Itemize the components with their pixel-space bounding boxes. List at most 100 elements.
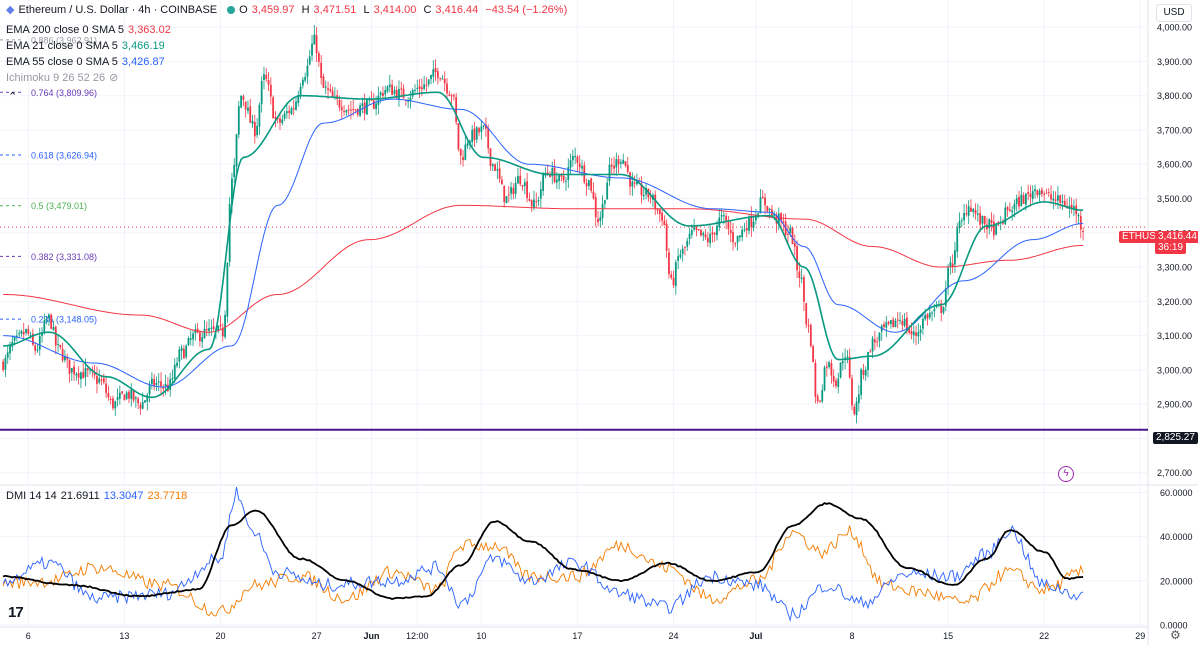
currency-selector[interactable]: USD xyxy=(1156,4,1192,22)
ema200-legend[interactable]: EMA 200 close 0 SMA 5 3,363.02 xyxy=(6,24,171,36)
candle-body xyxy=(585,183,588,187)
ema21-line xyxy=(3,91,1084,399)
candle-body xyxy=(317,53,320,62)
price-tick-label: 4,000.00 xyxy=(1157,23,1192,33)
candle-body xyxy=(574,156,577,158)
candle-body xyxy=(526,181,528,199)
price-tick-label: 2,900.00 xyxy=(1157,400,1192,410)
candle-body xyxy=(777,213,780,225)
candle-body xyxy=(626,164,629,172)
ema55-legend[interactable]: EMA 55 close 0 SMA 5 3,426.87 xyxy=(6,56,165,68)
candle-body xyxy=(848,356,851,378)
price-tick-label: 3,700.00 xyxy=(1157,125,1192,135)
candle-body xyxy=(688,233,691,240)
eye-hidden-icon[interactable]: ⊘ xyxy=(109,72,119,84)
price-axis: 4,000.00 3,900.00 3,800.00 3,700.00 3,600.00… xyxy=(1157,23,1193,631)
plus-di-value: 13.3047 xyxy=(103,490,144,502)
time-tick-label: 13 xyxy=(119,631,129,641)
candle-body xyxy=(208,328,210,332)
candle-body xyxy=(134,397,137,399)
candle-body xyxy=(66,357,69,360)
candle-body xyxy=(869,351,872,353)
candle-body xyxy=(226,262,229,317)
candle-body xyxy=(748,216,750,231)
candle-body xyxy=(1047,192,1050,194)
lightning-alert-icon[interactable]: ϟ xyxy=(1058,466,1074,482)
candle-body xyxy=(27,329,30,334)
candle-body xyxy=(269,84,272,97)
candle-body xyxy=(109,398,112,400)
candle-body xyxy=(473,128,476,141)
candle-body xyxy=(615,159,618,168)
candle-body xyxy=(299,86,302,95)
candle-body xyxy=(1079,215,1082,230)
candle-body xyxy=(496,169,499,171)
candle-body xyxy=(514,182,517,194)
candle-body xyxy=(13,336,16,341)
candle-body xyxy=(102,378,105,383)
support-price-tag: 2,825.27 xyxy=(1153,432,1198,444)
candle-body xyxy=(494,164,496,171)
candle-body xyxy=(851,378,853,406)
candle-body xyxy=(681,248,684,254)
candle-body xyxy=(116,397,119,400)
collapse-legend-icon[interactable]: ⌃ xyxy=(8,91,18,103)
candle-body xyxy=(841,361,844,364)
candle-body xyxy=(176,362,178,366)
candle-body xyxy=(331,90,334,98)
settings-gear-icon[interactable]: ⚙ xyxy=(1170,628,1181,642)
candle-body xyxy=(670,274,673,278)
candle-body xyxy=(1036,190,1039,196)
candle-body xyxy=(949,262,952,267)
candle-body xyxy=(706,237,709,243)
candle-body xyxy=(144,400,146,403)
candle-body xyxy=(812,346,814,363)
candle-body xyxy=(411,90,414,97)
ema200-line xyxy=(3,204,1084,333)
candle-body xyxy=(61,348,64,361)
candle-body xyxy=(768,208,771,211)
candle-body xyxy=(393,90,396,94)
candle-body xyxy=(251,120,254,124)
candle-body xyxy=(944,288,947,307)
ichimoku-legend[interactable]: Ichimoku 9 26 52 26 ⊘ xyxy=(6,72,119,84)
candle-body xyxy=(919,329,922,333)
candle-body xyxy=(407,100,410,102)
candle-body xyxy=(597,218,599,223)
dmi-legend[interactable]: DMI 14 14 21.6911 13.3047 23.7718 xyxy=(6,490,188,502)
candle-body xyxy=(558,174,561,182)
candle-body xyxy=(686,240,689,247)
ohlc-low: 3,414.00 xyxy=(373,4,417,16)
candle-body xyxy=(979,213,982,225)
candle-body xyxy=(155,382,158,385)
candle-body xyxy=(988,219,991,229)
candle-body xyxy=(624,161,627,166)
candle-body xyxy=(217,325,220,331)
candle-body xyxy=(189,338,192,340)
candle-body xyxy=(297,95,300,104)
candle-body xyxy=(75,373,78,376)
ema55-line xyxy=(3,98,1084,388)
tradingview-logo-icon[interactable]: 17 xyxy=(8,604,24,621)
candle-body xyxy=(764,197,766,206)
candle-body xyxy=(823,367,826,391)
candle-body xyxy=(631,181,634,187)
candle-body xyxy=(716,225,718,236)
ema21-legend[interactable]: EMA 21 close 0 SMA 5 3,466.19 xyxy=(6,40,165,52)
candle-body xyxy=(487,127,490,149)
candle-body xyxy=(54,326,57,346)
candle-body xyxy=(645,188,647,195)
candlestick-series xyxy=(2,24,1084,424)
candle-body xyxy=(25,329,27,333)
candle-body xyxy=(636,181,638,185)
candle-body xyxy=(80,372,82,380)
candle-body xyxy=(551,167,554,177)
candle-body xyxy=(263,74,265,80)
candle-body xyxy=(180,347,183,351)
candle-body xyxy=(491,164,494,167)
candle-body xyxy=(464,144,467,160)
candle-body xyxy=(450,95,453,97)
symbol-title[interactable]: Ethereum / U.S. Dollar · 4h · COINBASE xyxy=(18,4,218,16)
